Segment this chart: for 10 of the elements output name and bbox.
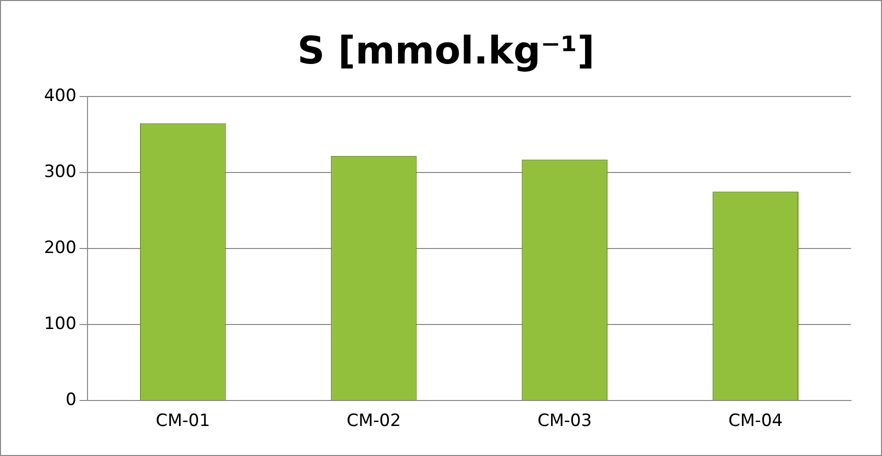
y-tick-label: 0 bbox=[66, 390, 76, 410]
x-tick-label: CM-04 bbox=[728, 411, 783, 432]
y-tick-label: 400 bbox=[44, 86, 76, 106]
x-tick-label: CM-02 bbox=[346, 411, 401, 432]
x-tick-label: CM-03 bbox=[538, 411, 592, 432]
y-tick-label: 300 bbox=[44, 162, 76, 182]
x-tick-label: CM-01 bbox=[156, 411, 210, 432]
chart-title: S [mmol.kg⁻¹] bbox=[297, 28, 595, 73]
y-tick-label: 100 bbox=[44, 314, 76, 334]
y-tick-label: 200 bbox=[44, 238, 76, 258]
